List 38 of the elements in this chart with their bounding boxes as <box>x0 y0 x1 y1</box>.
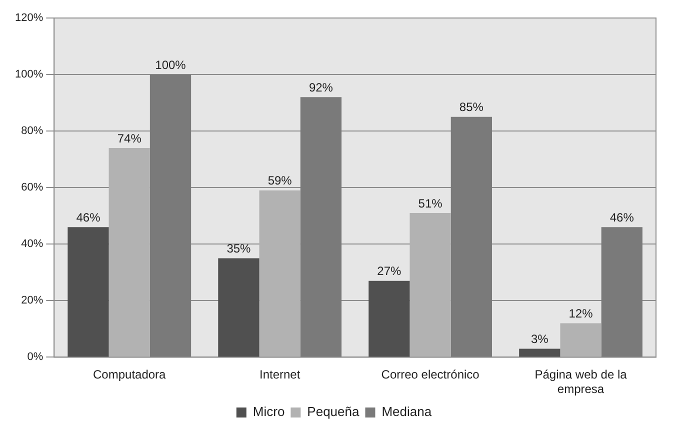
data-label: 46% <box>610 210 634 224</box>
bar <box>218 258 260 357</box>
y-tick-label: 80% <box>21 125 44 138</box>
data-label: 12% <box>568 306 594 321</box>
data-label: 27% <box>377 264 402 278</box>
bar <box>150 74 192 357</box>
bar <box>519 348 560 357</box>
bar <box>259 190 300 357</box>
bar <box>410 213 451 357</box>
x-tick-label: Correo electrónico <box>381 368 480 382</box>
y-tick-label: 60% <box>21 182 44 194</box>
legend-label: Mediana <box>382 404 432 420</box>
y-tick-label: 0% <box>27 351 44 364</box>
bar <box>368 280 410 357</box>
bar <box>300 97 342 357</box>
data-label: 46% <box>76 210 101 224</box>
data-label: 51% <box>418 196 443 210</box>
data-label: 35% <box>226 242 252 256</box>
legend-label: Pequeña <box>307 404 360 420</box>
bar <box>108 148 150 357</box>
data-label: 92% <box>308 80 334 94</box>
y-tick-label: 120% <box>14 12 44 24</box>
data-label: 74% <box>117 131 142 146</box>
data-label: 3% <box>530 332 549 346</box>
bar <box>601 227 642 357</box>
y-tick-label: 20% <box>21 294 44 307</box>
bar <box>560 323 602 357</box>
data-label: 85% <box>459 100 484 114</box>
legend-label: Micro <box>252 404 285 420</box>
bar <box>68 227 109 357</box>
data-label: 59% <box>268 174 292 188</box>
y-tick-label: 40% <box>21 238 44 250</box>
x-tick-label: Internet <box>259 368 301 382</box>
x-tick-label: Computadora <box>93 368 166 382</box>
data-label: 100% <box>155 58 186 72</box>
x-tick-label: Página web de la empresa <box>534 368 628 396</box>
bar <box>450 116 492 357</box>
y-tick-label: 100% <box>14 68 44 81</box>
